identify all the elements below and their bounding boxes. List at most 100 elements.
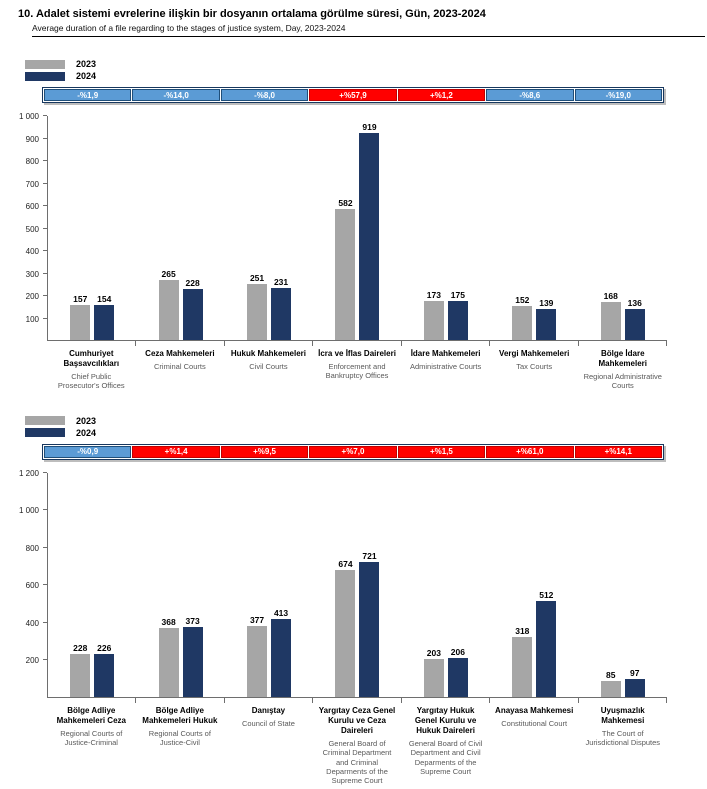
- legend-item-2023: 2023: [25, 415, 707, 427]
- category-label-4: İcra ve İflas Daireleri Enforcement and B…: [313, 349, 402, 391]
- y-tick-mark: [43, 205, 47, 206]
- change-cell-increase: +%9,5: [220, 445, 309, 458]
- category-name-tr: Hukuk Mahkemeleri: [230, 349, 307, 358]
- category-name-en: General Board of Criminal Department and…: [322, 738, 392, 786]
- bar-group-4: 674 721: [313, 473, 401, 697]
- category-label-2: Bölge Adliye Mahkemeleri Hukuk Regional C…: [136, 706, 225, 786]
- bar-2024: 175: [447, 290, 468, 340]
- bar-2023: 582: [335, 198, 356, 340]
- bar-2024: 206: [447, 647, 468, 697]
- category-name-en: Regional Courts of Justice-Civil: [148, 728, 211, 748]
- y-tick-label: 800: [25, 157, 39, 166]
- x-axis-labels: Cumhuriyet Başsavcılıkları Chief Public P…: [47, 349, 667, 391]
- change-cell-increase: +%1,4: [132, 445, 220, 458]
- bar-value-2024: 512: [539, 589, 554, 600]
- change-bar: -%0,9 +%1,4 +%9,5 +%7,0 +%1,5 +%61,0 +%14,1: [42, 443, 664, 460]
- category-name-tr: Cumhuriyet Başsavcılıkları: [63, 349, 120, 368]
- legend-label: 2024: [76, 71, 97, 81]
- chart-section-first-instance: 2023 2024 -%1,9 -%14,0 -%8,0 +%57,9 +%1,2 -%8,…: [0, 58, 707, 391]
- category-label-1: Bölge Adliye Mahkemeleri Ceza Regional Co…: [47, 706, 136, 786]
- bar-value-2024: 373: [185, 615, 200, 626]
- x-axis-tick: [400, 341, 402, 346]
- y-tick-label: 600: [25, 202, 39, 211]
- bar-2023: 674: [335, 559, 356, 697]
- category-label-3: Danıştay Council of State: [224, 706, 313, 786]
- x-axis-tick: [489, 697, 491, 703]
- bar-2023: 318: [512, 626, 533, 697]
- category-name-en: Enforcement and Bankruptcy Offices: [325, 362, 389, 381]
- legend-item-2023: 2023: [25, 58, 707, 70]
- y-tick-label: 600: [25, 581, 39, 591]
- x-axis-tick: [489, 341, 491, 346]
- y-tick-label: 300: [25, 269, 39, 279]
- x-axis-tick: [666, 697, 667, 703]
- y-tick-label: 100: [25, 314, 39, 324]
- y-tick-label: 900: [25, 134, 39, 144]
- bar-2023: 203: [423, 648, 444, 697]
- bar-2023: 152: [512, 295, 533, 340]
- category-name-en: Council of State: [241, 718, 295, 728]
- legend-item-2024: 2024: [25, 70, 707, 82]
- bar-2024: 231: [271, 277, 292, 340]
- y-tick-mark: [43, 471, 47, 473]
- plot-area: 157 154 265 228 251 231 582 919 173 175 152 139 168 1…: [47, 116, 667, 346]
- y-tick-mark: [43, 621, 47, 623]
- legend-label: 2023: [76, 415, 97, 426]
- y-tick-label: 200: [25, 292, 39, 301]
- change-bar: -%1,9 -%14,0 -%8,0 +%57,9 +%1,2 -%8,6 -%19,0: [42, 87, 664, 103]
- y-tick-mark: [43, 115, 47, 116]
- x-axis-tick: [577, 697, 579, 703]
- y-axis: 200 400 600 800 1 000 1 200: [5, 469, 47, 698]
- y-tick-mark: [43, 227, 47, 229]
- bar-2024: 226: [94, 643, 115, 697]
- x-axis-tick: [223, 341, 225, 346]
- legend-label: 2024: [76, 427, 97, 438]
- change-cell-decrease: -%19,0: [574, 89, 662, 101]
- bar-2023: 228: [70, 643, 91, 697]
- x-axis-tick: [577, 341, 579, 346]
- bar-value-2023: 173: [426, 290, 441, 301]
- chart-section-high-courts: 2023 2024 -%0,9 +%1,4 +%9,5 +%7,0 +%1,5 +%61,0…: [0, 415, 707, 786]
- bar-value-2024: 413: [273, 608, 289, 619]
- change-cell-increase: +%57,9: [309, 89, 397, 101]
- bar-value-2024: 228: [185, 277, 200, 288]
- y-tick-mark: [43, 250, 47, 251]
- y-tick-mark: [43, 509, 47, 511]
- bar-value-2023: 377: [249, 615, 265, 626]
- y-tick-mark: [43, 182, 47, 184]
- change-cell-decrease: -%1,9: [44, 89, 132, 101]
- x-axis-tick: [666, 341, 667, 346]
- y-axis: 100 200 300 400 500 600 700 800 900 1 000: [5, 112, 47, 341]
- category-label-2: Ceza Mahkemeleri Criminal Courts: [136, 349, 225, 391]
- legend-swatch-2023: [25, 59, 65, 69]
- bar-value-2023: 228: [73, 643, 88, 653]
- legend-label: 2023: [76, 59, 97, 69]
- y-tick-mark: [43, 137, 47, 139]
- header: 10. Adalet sistemi evrelerine ilişkin bi…: [0, 0, 707, 37]
- y-tick-label: 1 000: [18, 112, 39, 121]
- bar-value-2023: 265: [161, 269, 176, 280]
- y-tick-label: 400: [25, 247, 39, 256]
- category-name-en: Constitutional Court: [501, 718, 568, 728]
- bar-2023: 265: [158, 269, 179, 340]
- bar-value-2024: 139: [539, 297, 554, 308]
- category-name-en: The Court of Jurisdictional Disputes: [585, 728, 661, 748]
- category-name-en: Regional Administrative Courts: [583, 372, 662, 391]
- bar-value-2023: 318: [515, 626, 530, 637]
- bar-value-2024: 721: [362, 550, 377, 561]
- bar-group-2: 265 228: [136, 116, 224, 340]
- y-tick-mark: [43, 160, 47, 161]
- x-axis-labels: Bölge Adliye Mahkemeleri Ceza Regional Co…: [47, 706, 667, 786]
- category-name-en: Administrative Courts: [409, 362, 482, 371]
- bar-2023: 377: [247, 615, 268, 697]
- change-cell-decrease: -%8,6: [486, 89, 574, 101]
- category-name-en: Criminal Courts: [154, 362, 206, 371]
- y-tick-label: 500: [25, 224, 39, 234]
- category-name-tr: Anayasa Mahkemesi: [495, 705, 574, 715]
- y-tick-mark: [43, 272, 47, 274]
- change-cell-decrease: -%0,9: [44, 445, 132, 458]
- bar-2024: 154: [94, 294, 115, 340]
- bar-2023: 168: [600, 291, 621, 340]
- bar-value-2024: 136: [627, 298, 642, 309]
